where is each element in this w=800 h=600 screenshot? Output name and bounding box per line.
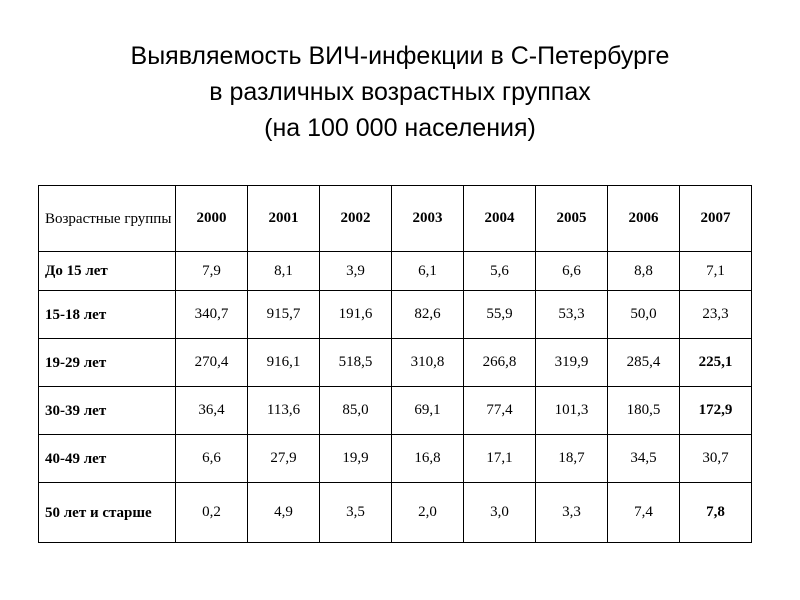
header-year-2004: 2004: [463, 185, 536, 252]
table-cell: 225,1: [679, 338, 752, 387]
table-cell: 18,7: [535, 434, 608, 483]
table-row: До 15 лет 7,9 8,1 3,9 6,1 5,6 6,6 8,8 7,1: [38, 251, 752, 291]
table-cell: 266,8: [463, 338, 536, 387]
table-cell: 30,7: [679, 434, 752, 483]
data-table: Возрастные группы 2000 2001 2002 2003 2004 200…: [38, 185, 752, 543]
table-cell: 55,9: [463, 290, 536, 339]
table-cell: 7,4: [607, 482, 680, 543]
table-cell: 3,9: [319, 251, 392, 291]
header-year-2006: 2006: [607, 185, 680, 252]
table-cell: 3,3: [535, 482, 608, 543]
table-cell: 16,8: [391, 434, 464, 483]
title-line-2: в различных возрастных группах: [209, 78, 591, 106]
table-cell: 7,1: [679, 251, 752, 291]
table-row: 30-39 лет 36,4 113,6 85,0 69,1 77,4 101,3 180,5…: [38, 386, 752, 435]
table-cell: 2,0: [391, 482, 464, 543]
table-cell: 34,5: [607, 434, 680, 483]
table-cell: 172,9: [679, 386, 752, 435]
table-cell: 113,6: [247, 386, 320, 435]
table-cell: 50,0: [607, 290, 680, 339]
row-label: 40-49 лет: [38, 434, 176, 483]
table-cell: 3,5: [319, 482, 392, 543]
table-cell: 319,9: [535, 338, 608, 387]
table-cell: 5,6: [463, 251, 536, 291]
row-label: 50 лет и старше: [38, 482, 176, 543]
table-cell: 19,9: [319, 434, 392, 483]
header-year-2002: 2002: [319, 185, 392, 252]
table-cell: 285,4: [607, 338, 680, 387]
table-cell: 191,6: [319, 290, 392, 339]
table-cell: 3,0: [463, 482, 536, 543]
table-cell: 915,7: [247, 290, 320, 339]
header-year-2000: 2000: [175, 185, 248, 252]
table-cell: 7,8: [679, 482, 752, 543]
table-cell: 4,9: [247, 482, 320, 543]
table-row: 15-18 лет 340,7 915,7 191,6 82,6 55,9 53,3 50,0…: [38, 290, 752, 339]
table-row: 50 лет и старше 0,2 4,9 3,5 2,0 3,0 3,3 7,4 7,8: [38, 482, 752, 543]
row-label: 30-39 лет: [38, 386, 176, 435]
table-cell: 36,4: [175, 386, 248, 435]
table-cell: 310,8: [391, 338, 464, 387]
table-cell: 27,9: [247, 434, 320, 483]
table-cell: 518,5: [319, 338, 392, 387]
title-line-1: Выявляемость ВИЧ-инфекции в С-Петербурге: [130, 42, 670, 70]
table-cell: 101,3: [535, 386, 608, 435]
row-label: 19-29 лет: [38, 338, 176, 387]
header-age-groups: Возрастные группы: [38, 185, 176, 252]
title-line-3: (на 100 000 населения): [264, 114, 536, 142]
table-cell: 53,3: [535, 290, 608, 339]
table-cell: 6,1: [391, 251, 464, 291]
table-cell: 8,8: [607, 251, 680, 291]
header-year-2003: 2003: [391, 185, 464, 252]
row-label: 15-18 лет: [38, 290, 176, 339]
table-row: 19-29 лет 270,4 916,1 518,5 310,8 266,8 319,9 2…: [38, 338, 752, 387]
table-cell: 6,6: [175, 434, 248, 483]
table-cell: 77,4: [463, 386, 536, 435]
table-body: Возрастные группы 2000 2001 2002 2003 2004 200…: [38, 185, 752, 543]
table-cell: 69,1: [391, 386, 464, 435]
table-row: 40-49 лет 6,6 27,9 19,9 16,8 17,1 18,7 34,5 30,7: [38, 434, 752, 483]
table-cell: 17,1: [463, 434, 536, 483]
table-cell: 270,4: [175, 338, 248, 387]
header-year-2007: 2007: [679, 185, 752, 252]
table-cell: 82,6: [391, 290, 464, 339]
table-cell: 340,7: [175, 290, 248, 339]
table-cell: 180,5: [607, 386, 680, 435]
page-title: Выявляемость ВИЧ-инфекции в С-Петербурге…: [0, 38, 800, 146]
table-cell: 6,6: [535, 251, 608, 291]
header-year-2001: 2001: [247, 185, 320, 252]
table-cell: 8,1: [247, 251, 320, 291]
row-label: До 15 лет: [38, 251, 176, 291]
header-year-2005: 2005: [535, 185, 608, 252]
table-cell: 7,9: [175, 251, 248, 291]
table-cell: 23,3: [679, 290, 752, 339]
table-cell: 916,1: [247, 338, 320, 387]
table-cell: 0,2: [175, 482, 248, 543]
table-cell: 85,0: [319, 386, 392, 435]
table-header-row: Возрастные группы 2000 2001 2002 2003 2004 200…: [38, 185, 752, 252]
